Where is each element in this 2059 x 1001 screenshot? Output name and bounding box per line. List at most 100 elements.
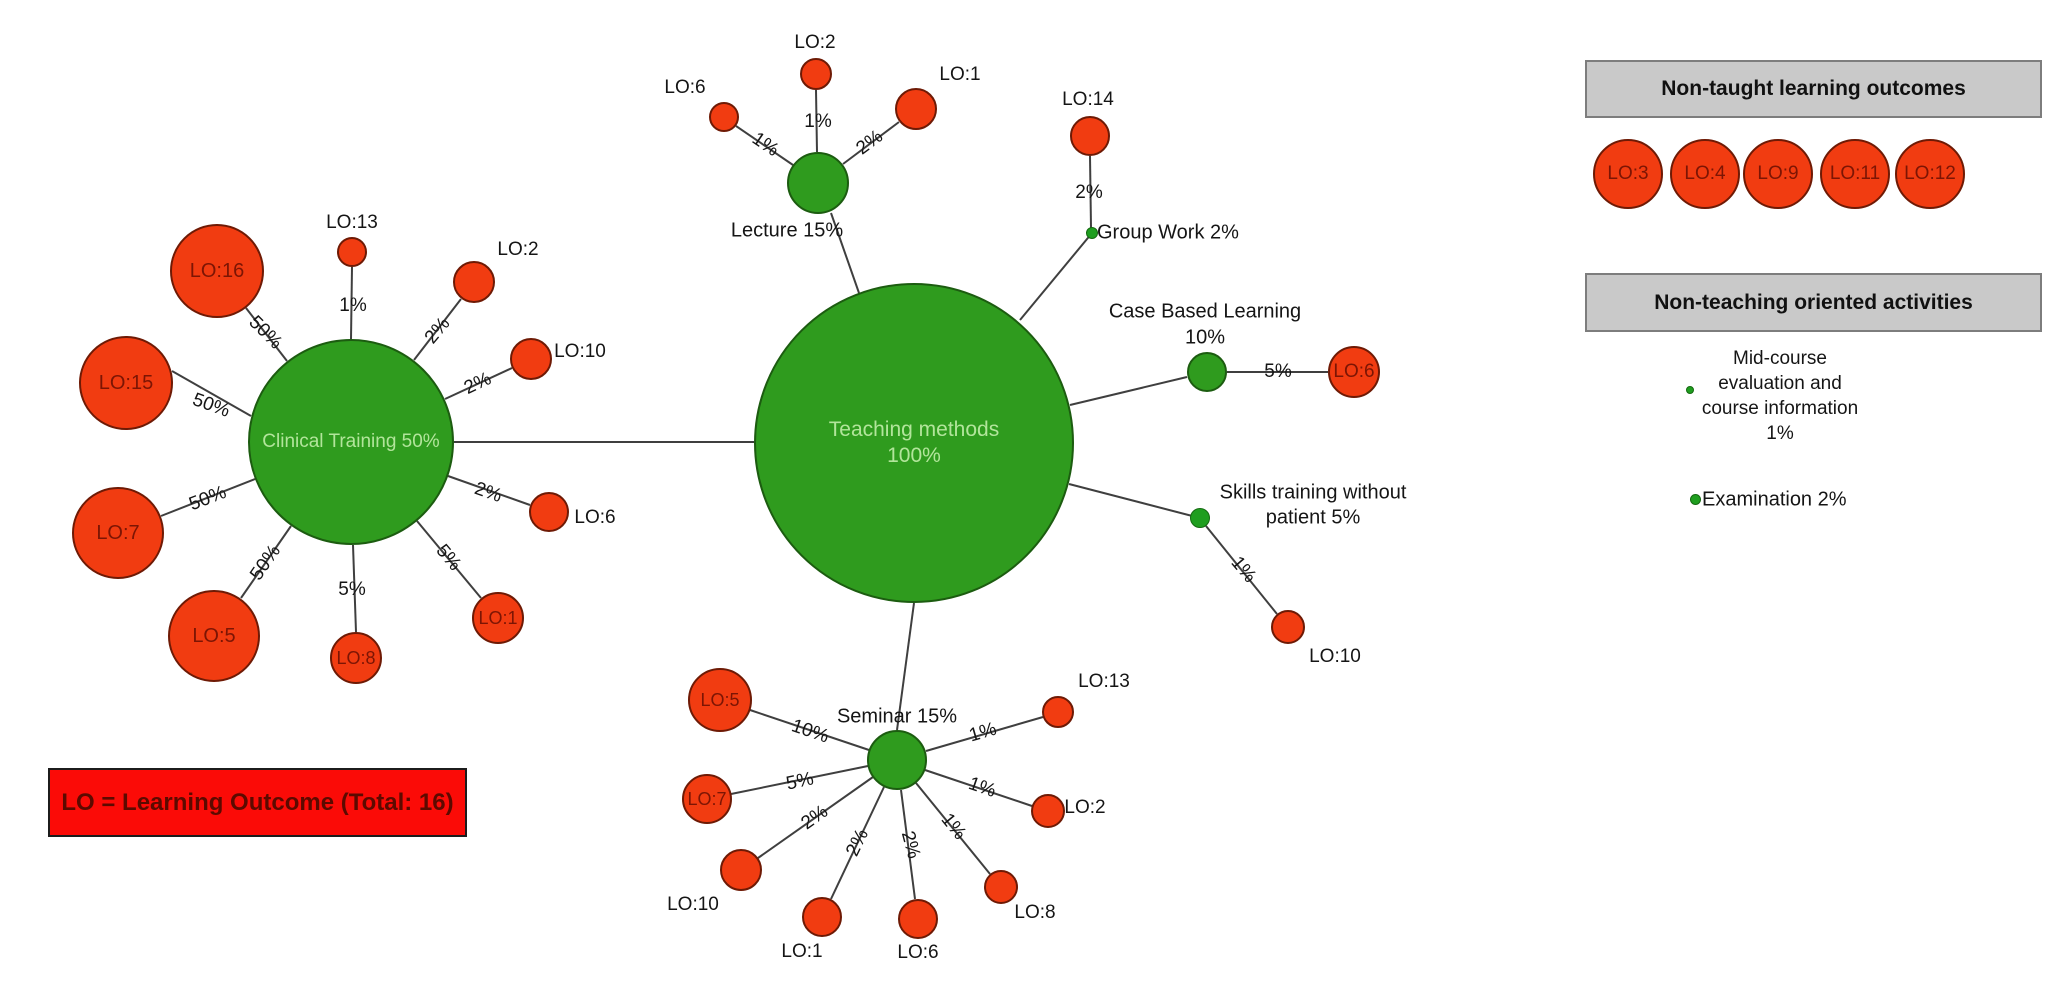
edge-lecture-lo6 [735,125,794,166]
label-seminar-lo13: LO:13 [1078,671,1130,692]
edge-clinical-lo2 [413,298,462,361]
node-lecture-lo6 [709,102,739,132]
node-clinical-lo1: LO:1 [472,592,524,644]
edge-root-seminar [896,602,915,731]
label-skills-line2: patient 5% [1265,506,1361,529]
node-nontaught-lo9: LO:9 [1743,139,1813,209]
pct-groupwork-lo14: 2% [1075,182,1103,203]
edge-clinical-lo1 [416,520,482,599]
label-lecture-lo2: LO:2 [794,32,836,53]
node-casebased-lo6: LO:6 [1328,346,1380,398]
edge-clinical-lo16 [245,307,288,362]
label-clinical-lo13: LO:13 [326,212,378,233]
edge-lecture-lo1 [842,121,900,165]
label-seminar-lo6: LO:6 [897,942,939,963]
panel-non-teaching-title: Non-teaching oriented activities [1654,290,1973,314]
label-lecture-lo6: LO:6 [664,77,706,98]
label-clinical-lo2: LO:2 [497,239,539,260]
node-clinical-lo6 [529,492,569,532]
edge-clinical-lo6 [447,475,531,506]
node-teaching-methods: Teaching methods 100% [754,283,1074,603]
label-seminar-lo8: LO:8 [1014,902,1056,923]
legend-box: LO = Learning Outcome (Total: 16) [48,768,467,837]
teaching-methods-label: Teaching methods 100% [828,418,1000,467]
node-examination-dot [1690,494,1701,505]
node-clinical-lo2 [453,261,495,303]
node-clinical-lo10 [510,338,552,380]
node-groupwork-lo14 [1070,116,1110,156]
node-seminar [867,730,927,790]
edge-clinical-lo10 [444,367,513,400]
node-clinical-lo8: LO:8 [330,632,382,684]
node-nontaught-lo4: LO:4 [1670,139,1740,209]
node-seminar-lo1 [802,897,842,937]
node-skills-lo10 [1271,610,1305,644]
pct-clinical-lo8: 5% [338,579,366,600]
node-mid-course-dot [1686,386,1694,394]
label-clinical-lo10: LO:10 [554,341,606,362]
node-lecture-lo1 [895,88,937,130]
node-skills-training [1190,508,1210,528]
pct-casebased-lo6: 5% [1264,361,1292,382]
label-seminar-lo1: LO:1 [781,941,823,962]
node-seminar-lo13 [1042,696,1074,728]
node-seminar-lo5: LO:5 [688,668,752,732]
edge-clinical-lo8 [352,544,357,633]
edge-root-casebased [1069,376,1188,406]
node-case-based-learning [1187,352,1227,392]
pct-clinical-lo13: 1% [339,295,367,316]
label-skills-line1: Skills training without [1219,481,1407,504]
node-lecture [787,152,849,214]
label-group-work: Group Work 2% [1097,221,1239,244]
node-clinical-lo16: LO:16 [170,224,264,318]
panel-non-taught-title: Non-taught learning outcomes [1661,77,1966,100]
node-seminar-lo10 [720,849,762,891]
node-nontaught-lo12: LO:12 [1895,139,1965,209]
edge-root-groupwork [1019,232,1093,321]
label-case-based-pct: 10% [1184,326,1226,349]
label-case-based-title: Case Based Learning [1108,300,1302,323]
node-clinical-lo7: LO:7 [72,487,164,579]
edge-skills-lo10 [1205,525,1278,615]
edge-seminar-lo13 [925,716,1044,752]
panel-non-teaching-header: Non-teaching oriented activities [1585,273,2042,332]
node-nontaught-lo3: LO:3 [1593,139,1663,209]
label-lecture-lo1: LO:1 [939,64,981,85]
edge-seminar-lo5 [749,709,870,751]
edge-clinical-lo15 [171,370,252,417]
label-skills-lo10: LO:10 [1309,646,1361,667]
pct-lecture-lo2: 1% [804,111,832,132]
edge-groupwork-lo14 [1089,155,1092,229]
node-seminar-lo6 [898,899,938,939]
label-examination: Examination 2% [1702,488,1847,511]
label-groupwork-lo14: LO:14 [1062,89,1114,110]
node-clinical-training: Clinical Training 50% [248,339,454,545]
edge-seminar-lo8 [915,782,991,875]
node-seminar-lo7: LO:7 [682,774,732,824]
edge-seminar-lo7 [730,765,869,795]
edge-clinical-lo7 [160,478,256,517]
edge-seminar-lo2 [924,769,1033,807]
edge-clinical-lo13 [350,266,353,340]
node-seminar-lo2 [1031,794,1065,828]
node-clinical-lo5: LO:5 [168,590,260,682]
edge-lecture-lo2 [815,89,818,153]
edge-seminar-lo1 [830,786,885,900]
edge-clinical-lo5 [240,525,292,599]
label-seminar: Seminar 15% [836,705,958,728]
edge-root-lecture [830,212,860,294]
node-clinical-lo15: LO:15 [79,336,173,430]
label-mid-course: Mid-course evaluation and course informa… [1701,348,1859,444]
node-nontaught-lo11: LO:11 [1820,139,1890,209]
label-seminar-lo2: LO:2 [1064,797,1106,818]
node-lecture-lo2 [800,58,832,90]
edge-seminar-lo6 [900,789,916,900]
label-lecture: Lecture 15% [730,219,844,242]
label-clinical-lo6: LO:6 [574,507,616,528]
node-clinical-lo13 [337,237,367,267]
clinical-training-label: Clinical Training 50% [262,431,440,452]
panel-non-taught-header: Non-taught learning outcomes [1585,60,2042,118]
node-seminar-lo8 [984,870,1018,904]
